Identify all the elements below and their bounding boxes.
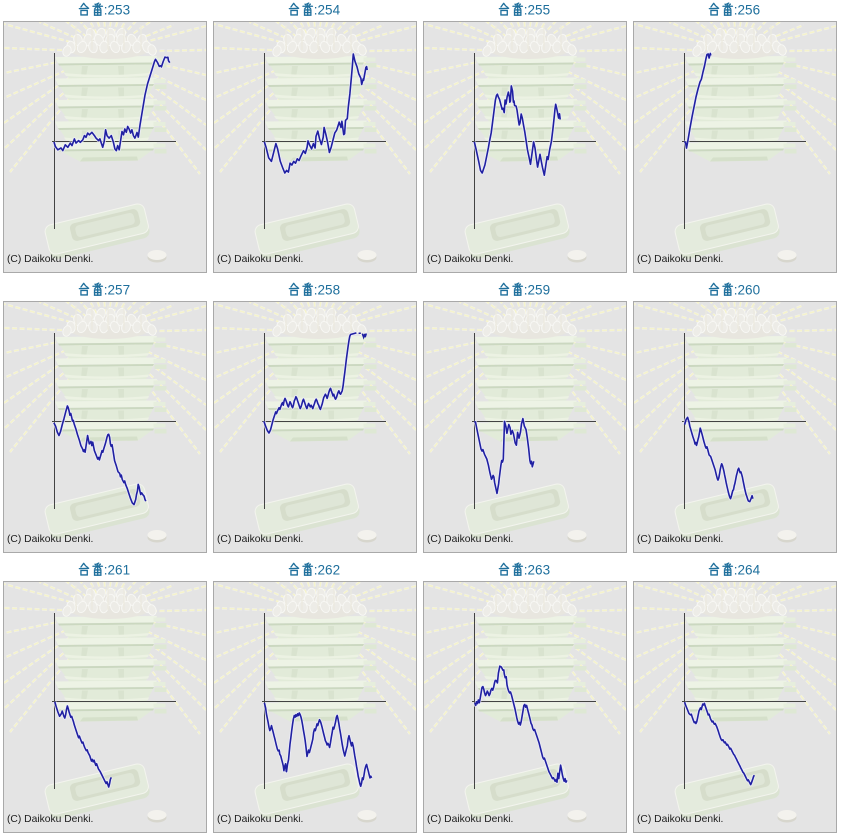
svg-text::256: :256 [734,2,760,17]
svg-text::261: :261 [104,562,130,577]
svg-text::253: :253 [104,2,130,17]
svg-text::260: :260 [734,282,760,297]
svg-text::259: :259 [524,282,550,297]
svg-text::258: :258 [314,282,340,297]
svg-text::264: :264 [734,562,761,577]
svg-text::257: :257 [104,282,130,297]
svg-text::263: :263 [524,562,550,577]
svg-text::262: :262 [314,562,340,577]
svg-text::255: :255 [524,2,550,17]
svg-text::254: :254 [314,2,341,17]
